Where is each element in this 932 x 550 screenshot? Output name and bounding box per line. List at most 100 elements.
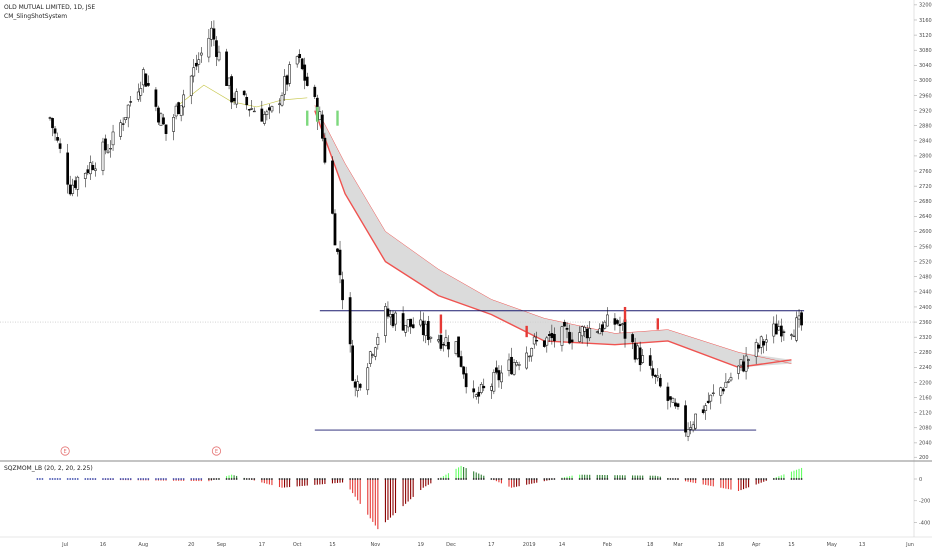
candle-body — [724, 381, 728, 388]
candle-body — [189, 75, 193, 96]
candle-body — [305, 76, 309, 86]
candle-body — [595, 331, 599, 333]
squeeze-dot — [440, 478, 442, 480]
candle-body — [48, 117, 52, 119]
squeeze-dot — [790, 478, 793, 480]
squeeze-dot — [369, 478, 372, 480]
momentum-axis: 200 0 -200 -400 — [914, 455, 930, 526]
signal-candle — [316, 106, 319, 122]
squeeze-dot — [306, 478, 309, 480]
squeeze-dot — [550, 478, 553, 480]
squeeze-dot — [177, 478, 180, 480]
squeeze-dot — [513, 478, 515, 480]
candle-body — [764, 339, 768, 343]
time-tick-label: Aug — [138, 542, 148, 548]
squeeze-dot — [596, 478, 599, 480]
candle-body — [689, 427, 692, 430]
candle-body — [800, 312, 803, 326]
candle-body — [139, 88, 143, 96]
squeeze-dot — [51, 478, 54, 480]
squeeze-dot — [755, 478, 758, 480]
candle-body — [565, 327, 569, 330]
squeeze-dot — [389, 478, 392, 480]
squeeze-dot — [762, 478, 765, 480]
candle-body — [790, 334, 793, 336]
candle-body — [570, 339, 574, 343]
candle-body — [333, 213, 337, 246]
candle-body — [578, 332, 581, 342]
squeeze-dot — [404, 478, 407, 480]
candle-body — [442, 344, 445, 346]
ema-olive-line — [178, 84, 308, 108]
squeeze-dot — [533, 478, 536, 480]
earnings-marker-icon[interactable] — [60, 446, 70, 456]
squeeze-dot — [525, 478, 528, 480]
squeeze-dot — [677, 478, 679, 480]
squeeze-dot — [561, 478, 563, 480]
price-tick-label: 2880 — [919, 124, 932, 130]
candle-body — [666, 386, 670, 401]
candle-body — [676, 403, 680, 407]
price-tick-label: 2160 — [919, 395, 932, 401]
candle-body — [426, 321, 430, 340]
squeeze-dot — [654, 478, 657, 480]
squeeze-dot — [687, 478, 689, 480]
candle-body — [600, 324, 604, 332]
squeeze-dot — [712, 478, 715, 480]
squeeze-dot — [41, 478, 44, 480]
candle-body — [444, 337, 448, 346]
squeeze-dot — [583, 478, 586, 480]
squeeze-dot — [190, 478, 193, 480]
candle-body — [53, 128, 57, 134]
squeeze-dot — [528, 478, 531, 480]
candle-body — [722, 388, 725, 392]
squeeze-dot — [775, 478, 778, 480]
price-tick-label: 2120 — [919, 410, 932, 416]
signal-candle — [336, 110, 339, 126]
time-tick-label: 14 — [559, 542, 565, 548]
price-tick-label: 2400 — [919, 305, 932, 311]
candle-body — [439, 334, 443, 349]
candle-body — [409, 318, 412, 327]
squeeze-dot — [155, 478, 157, 480]
candle-body — [66, 152, 70, 185]
candle-body — [341, 279, 344, 301]
squeeze-dot — [578, 478, 581, 480]
candle-body — [154, 89, 158, 107]
squeeze-dot — [793, 478, 795, 480]
squeeze-dot — [472, 478, 475, 480]
squeeze-dot — [719, 478, 722, 480]
signal-candle — [525, 325, 528, 338]
candle-body — [89, 162, 92, 175]
time-tick-label: 17 — [488, 542, 494, 548]
candle-body — [331, 160, 334, 214]
candle-body — [179, 105, 183, 116]
candle-body — [560, 326, 564, 346]
squeeze-dot — [281, 478, 283, 480]
squeeze-dot — [424, 478, 427, 480]
candle-body — [300, 58, 304, 70]
squeeze-dot — [160, 478, 162, 480]
candle-body — [283, 76, 286, 95]
candle-body — [338, 249, 342, 276]
squeeze-dot — [200, 478, 203, 480]
squeeze-dot — [495, 478, 498, 480]
price-tick-label: 2520 — [919, 259, 932, 265]
candle-body — [136, 91, 140, 100]
candle-body — [323, 137, 327, 163]
squeeze-dot — [427, 478, 430, 480]
earnings-marker-icon[interactable] — [211, 446, 222, 456]
candle-body — [477, 391, 481, 397]
candle-body — [106, 150, 110, 153]
time-tick-label: 2019 — [523, 542, 536, 548]
squeeze-dot — [129, 478, 132, 480]
squeeze-dot — [510, 478, 513, 480]
squeeze-dot — [455, 478, 457, 480]
price-tick-label: 3120 — [919, 33, 932, 39]
candle-body — [532, 336, 536, 345]
momentum-tick-label: 200 — [919, 455, 929, 461]
candle-body — [780, 325, 783, 337]
candle-body — [419, 319, 423, 326]
time-tick-label: Jul — [61, 542, 68, 548]
